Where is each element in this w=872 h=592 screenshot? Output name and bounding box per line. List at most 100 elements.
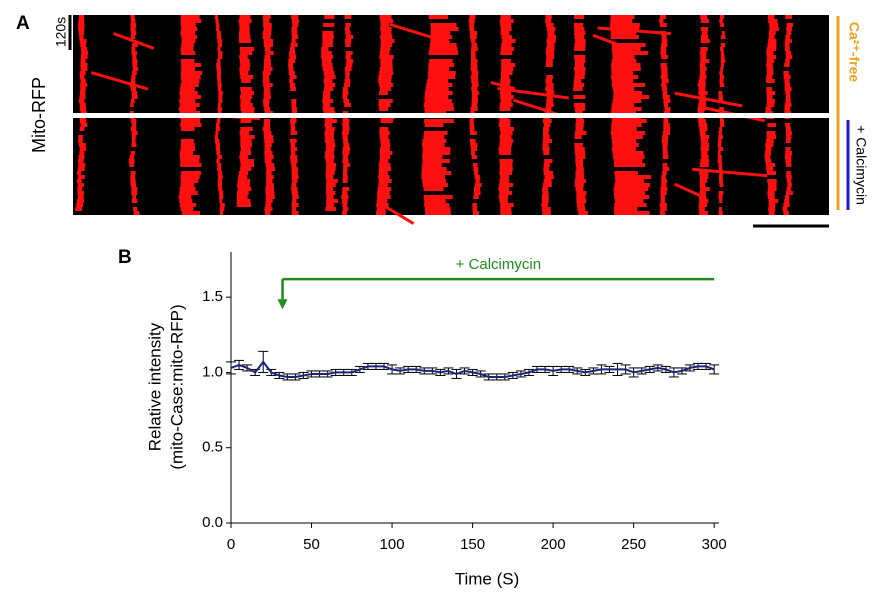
kymo-streak [181, 63, 201, 67]
kymo-streak [322, 31, 334, 35]
kymo-streak [379, 135, 389, 139]
kymo-streak [543, 135, 550, 139]
kymo-streak [766, 163, 775, 167]
kymo-streak [344, 27, 350, 31]
kymo-streak [179, 187, 196, 191]
kymo-streak [131, 95, 138, 99]
kymo-streak [240, 127, 253, 131]
kymo-streak [379, 55, 394, 59]
kymo-streak [263, 123, 271, 127]
kymo-streak [130, 79, 136, 83]
kymo-streak [379, 107, 389, 111]
kymo-streak [342, 199, 348, 203]
kymo-streak [342, 207, 349, 211]
kymo-streak [380, 147, 390, 151]
kymo-streak [130, 151, 135, 155]
kymo-streak [501, 63, 516, 67]
kymo-streak [181, 79, 200, 83]
kymo-streak [75, 207, 83, 211]
kymo-streak [719, 19, 723, 23]
kymo-streak [217, 171, 223, 175]
kymo-streak [322, 107, 335, 111]
kymo-streak [544, 175, 554, 179]
kymo-streak [289, 139, 297, 143]
kymo-streak [430, 23, 457, 27]
kymo-streak [421, 167, 447, 171]
kymo-streak [660, 187, 668, 191]
kymo-streak [660, 211, 666, 215]
kymo-streak [660, 51, 667, 55]
kymo-streak [470, 63, 478, 67]
kymo-streak [290, 119, 297, 123]
kymo-streak [264, 59, 271, 63]
kymo-streak [428, 63, 455, 67]
kymo-streak [574, 71, 585, 75]
kymo-streak [611, 71, 634, 75]
kymo-streak [766, 63, 773, 67]
kymo-streak [698, 207, 705, 211]
kymo-streak [720, 43, 726, 47]
kymo-streak [547, 31, 555, 35]
kymo-streak [700, 15, 708, 19]
kymo-streak [218, 55, 223, 59]
kymo-streak [240, 103, 253, 107]
kymo-streak [180, 139, 194, 143]
kymo-streak [576, 119, 585, 123]
kymo-streak [289, 79, 294, 83]
kymo-streak [424, 99, 452, 103]
kymo-streak [342, 87, 348, 91]
kymo-streak [611, 59, 637, 63]
kymo-streak [785, 131, 792, 135]
kymo-streak [574, 15, 584, 19]
kymo-streak [471, 71, 479, 75]
kymo-streak [78, 99, 85, 103]
kymo-streak [575, 159, 583, 163]
kymo-streak [718, 131, 722, 135]
kymo-streak [471, 55, 476, 59]
kymo-streak [660, 207, 667, 211]
kymo-streak [290, 87, 296, 91]
kymo-streak [423, 187, 444, 191]
kymo-streak [501, 71, 513, 75]
kymo-streak [700, 19, 709, 23]
kymo-streak [699, 191, 706, 195]
kymo-streak [79, 119, 87, 123]
kymo-streak [240, 139, 252, 143]
kymo-streak [610, 19, 633, 23]
kymo-streak [500, 131, 513, 135]
kymo-streak [130, 103, 134, 107]
kymo-streak [662, 95, 670, 99]
kymo-streak [719, 83, 725, 87]
kymo-streak [342, 135, 348, 139]
kymo-streak [575, 163, 583, 167]
kymo-streak [219, 211, 224, 215]
kymo-streak [79, 91, 86, 95]
kymo-streak [614, 195, 650, 199]
kymo-streak [424, 207, 451, 211]
kymo-streak [291, 203, 299, 207]
kymo-streak [470, 75, 478, 79]
kymo-streak [500, 31, 510, 35]
kymo-streak [574, 63, 584, 67]
kymo-streak [240, 135, 255, 139]
kymo-streak [543, 171, 553, 175]
kymo-streak [240, 75, 254, 79]
kymo-streak [78, 19, 85, 23]
kymo-streak [785, 195, 790, 199]
kymo-streak [238, 19, 252, 23]
kymo-streak [215, 127, 221, 131]
kymo-streak [766, 51, 774, 55]
kymo-streak [543, 123, 551, 127]
kymo-streak [180, 23, 196, 27]
kymo-streak [321, 59, 332, 63]
kymo-streak [422, 143, 445, 147]
kymo-streak [264, 55, 271, 59]
kymo-streak [470, 131, 477, 135]
kymo-streak [128, 159, 135, 163]
kymo-streak [469, 15, 476, 19]
kymo-streak [718, 191, 724, 195]
kymo-streak [784, 103, 792, 107]
kymo-streak [766, 47, 777, 51]
kymo-streak [660, 47, 667, 51]
kymo-streak [324, 131, 334, 135]
